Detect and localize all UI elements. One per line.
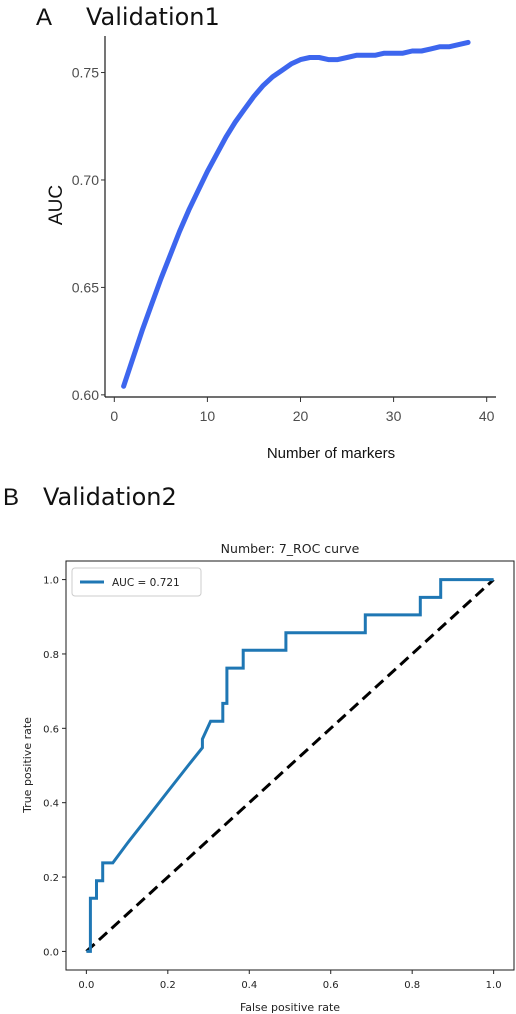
panel-b-roc-curve — [86, 578, 494, 953]
panel-b-y-tick-label: 0.4 — [43, 799, 59, 810]
panel-b-y-tick-label: 0.8 — [43, 650, 59, 661]
panel-a-y-tick-label: 0.65 — [72, 279, 99, 295]
panel-b-x-tick-label: 0.2 — [160, 980, 176, 991]
panel-a-x-ticks: 0 10 20 30 40 — [110, 397, 495, 424]
legend-box — [71, 567, 202, 597]
panel-b-x-axis-label: False positive rate — [240, 1001, 340, 1014]
panel-b-x-tick-label: 0.6 — [323, 980, 339, 991]
panel-a-x-axis-label: Number of markers — [267, 445, 395, 462]
panel-b-y-tick-label: 0.2 — [43, 873, 59, 884]
panel-b-x-tick-label: 0.4 — [241, 980, 257, 991]
panel-b-y-axis-label: True positive rate — [21, 717, 34, 814]
panel-a-y-tick-label: 0.70 — [72, 172, 99, 188]
panel-b-chart-title: Number: 7_ROC curve — [221, 541, 360, 556]
panel-b-y-tick-label: 1.0 — [43, 576, 59, 587]
panel-a-y-tick-label: 0.60 — [72, 387, 99, 403]
panel-b-x-tick-label: 1.0 — [486, 980, 502, 991]
panel-b-legend: AUC = 0.721 — [71, 567, 202, 597]
panel-b: B Validation2 Number: 7_ROC curve 0.0 0.2… — [3, 483, 515, 1014]
panel-b-chance-diagonal — [85, 578, 495, 953]
panel-a-letter: A — [36, 4, 52, 31]
panel-b-title: Validation2 — [43, 483, 177, 511]
panel-b-plot-frame — [65, 560, 515, 971]
panel-a-title: Validation1 — [86, 3, 220, 31]
panel-b-x-tick-label: 0.8 — [404, 980, 420, 991]
legend-roc-label: AUC = 0.721 — [112, 577, 180, 589]
panel-b-x-tick-label: 0.0 — [78, 980, 94, 991]
panel-b-y-ticks: 0.0 0.2 0.4 0.6 0.8 1.0 — [43, 576, 66, 958]
panel-b-x-ticks: 0.0 0.2 0.4 0.6 0.8 1.0 — [78, 970, 502, 991]
panel-b-y-tick-label: 0.0 — [43, 947, 59, 958]
panel-a-y-ticks: 0.60 0.65 0.70 0.75 — [72, 65, 105, 403]
panel-a-x-tick-label: 0 — [110, 408, 118, 424]
panel-a: A Validation1 0 10 20 30 40 0.60 0.65 0.70 0.75… — [36, 3, 496, 462]
panel-a-x-tick-label: 10 — [200, 408, 216, 424]
panel-a-y-tick-label: 0.75 — [72, 65, 99, 81]
panel-a-x-tick-label: 40 — [479, 408, 495, 424]
panel-a-x-tick-label: 30 — [386, 408, 402, 424]
panel-b-letter: B — [3, 484, 19, 511]
panel-b-y-tick-label: 0.6 — [43, 724, 59, 735]
panel-a-x-tick-label: 20 — [293, 408, 309, 424]
panel-a-auc-line — [121, 39, 471, 389]
panel-a-y-axis-label: AUC — [46, 185, 67, 225]
